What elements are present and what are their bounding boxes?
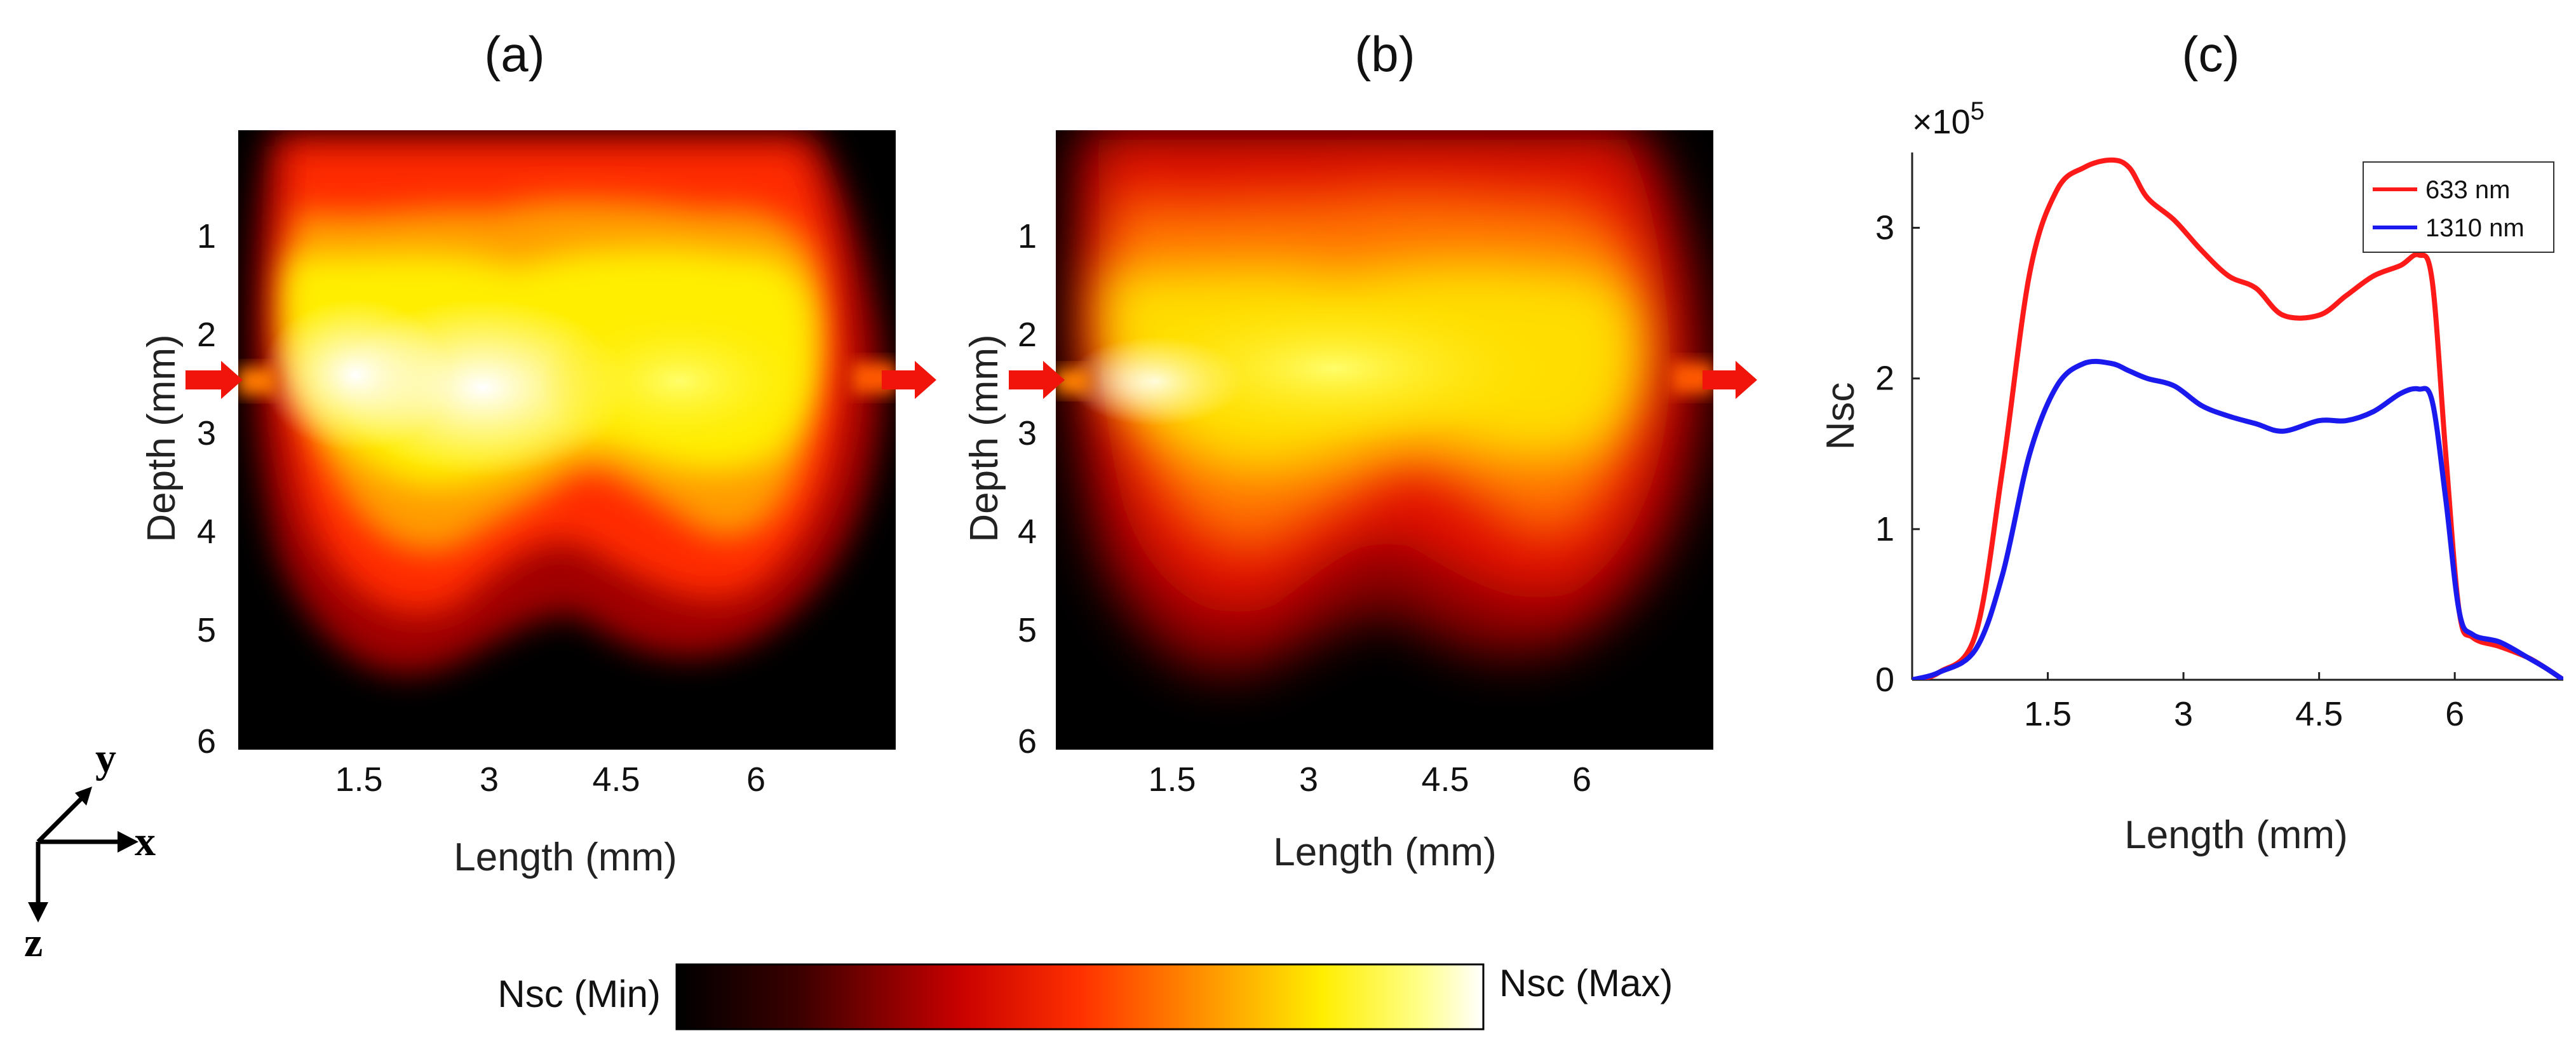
ytick-label: 2 — [1018, 316, 1037, 354]
panel-b: (b) 1 2 3 4 5 6 1.5 3 4.5 6 Length (mm) — [962, 26, 1757, 874]
xtick-label: 6 — [746, 760, 765, 799]
panel-a-title: (a) — [484, 26, 544, 82]
chart-xtick-label: 6 — [2445, 695, 2464, 733]
chart-xtick-label: 4.5 — [2295, 695, 2343, 733]
y-axis-arrow-icon — [75, 787, 92, 806]
chart-ytick-label: 3 — [1875, 209, 1894, 247]
heatmap-b-xlabel: Length (mm) — [1273, 830, 1496, 874]
chart-xlabel: Length (mm) — [2124, 813, 2347, 857]
xtick-label: 3 — [480, 760, 499, 799]
z-axis-arrow-icon — [28, 902, 48, 922]
axis-z-label: z — [24, 919, 43, 966]
ytick-label: 4 — [1018, 513, 1037, 551]
ytick-label: 5 — [197, 611, 216, 649]
axes-indicator: x y z — [24, 735, 156, 966]
heatmap-b-xticks: 1.5 3 4.5 6 — [1148, 760, 1591, 799]
xtick-label: 4.5 — [1421, 760, 1469, 799]
heatmap-a-ylabel: Depth (mm) — [140, 334, 184, 542]
beam-in-arrow-icon — [1009, 361, 1065, 399]
ytick-label: 3 — [1018, 414, 1037, 452]
legend-label-1310: 1310 nm — [2425, 214, 2525, 242]
axis-x-label: x — [135, 818, 156, 865]
beam-in-arrow-icon — [185, 361, 243, 399]
heatmap-b-image — [1056, 130, 1713, 750]
chart-exponent-label: ×105 — [1912, 97, 1985, 141]
line-chart: (c) ×105 1.5 3 4.5 6 0 1 2 3 Length (mm) Nsc 63… — [1819, 26, 2563, 857]
chart-legend: 633 nm 1310 nm — [2363, 161, 2554, 253]
ytick-label: 6 — [1018, 722, 1037, 760]
ytick-label: 1 — [1018, 217, 1037, 255]
axis-y-label: y — [95, 735, 116, 781]
y-axis-arrow-icon — [36, 795, 84, 844]
x-axis-arrow-icon — [118, 831, 138, 853]
xtick-label: 4.5 — [592, 760, 640, 799]
xtick-label: 6 — [1572, 760, 1591, 799]
chart-ytick-label: 1 — [1875, 510, 1894, 548]
beam-out-arrow-icon — [882, 361, 936, 399]
colorbar-gradient — [675, 963, 1485, 1030]
ytick-label: 4 — [197, 513, 216, 551]
chart-ytick-label: 0 — [1875, 661, 1894, 699]
heatmap-a-image — [238, 130, 896, 750]
ytick-label: 5 — [1018, 611, 1037, 649]
chart-ticks: 1.5 3 4.5 6 0 1 2 3 — [1875, 209, 2464, 733]
chart-ylabel: Nsc — [1819, 382, 1863, 450]
colorbar: Nsc (Min) Nsc (Max) — [497, 962, 1673, 1030]
heatmap-b-yticks: 1 2 3 4 5 6 — [1018, 217, 1037, 760]
panel-b-title: (b) — [1354, 26, 1415, 82]
ytick-label: 2 — [197, 316, 216, 354]
colorbar-max-label: Nsc (Max) — [1499, 962, 1673, 1004]
heatmap-b-ylabel: Depth (mm) — [962, 334, 1006, 542]
xtick-label: 1.5 — [335, 760, 382, 799]
series-line-1310-nm — [1912, 358, 2563, 680]
colorbar-min-label: Nsc (Min) — [497, 973, 661, 1015]
ytick-label: 3 — [197, 414, 216, 452]
xtick-label: 3 — [1299, 760, 1318, 799]
ytick-label: 1 — [197, 217, 216, 255]
chart-xtick-label: 3 — [2174, 695, 2193, 733]
panel-a: (a) 1 2 3 4 5 6 1.5 3 4.5 6 — [140, 26, 936, 879]
legend-label-633: 633 nm — [2425, 176, 2510, 204]
heatmap-a-xlabel: Length (mm) — [454, 835, 677, 879]
beam-out-arrow-icon — [1703, 361, 1757, 399]
heatmap-a-xticks: 1.5 3 4.5 6 — [335, 760, 765, 799]
chart-ytick-label: 2 — [1875, 360, 1894, 398]
chart-xtick-label: 1.5 — [2024, 695, 2072, 733]
chart-title: (c) — [2182, 26, 2240, 82]
xtick-label: 1.5 — [1148, 760, 1196, 799]
legend-box — [2363, 161, 2554, 253]
ytick-label: 6 — [197, 722, 216, 760]
chart-lines — [1912, 157, 2563, 680]
heatmap-a-yticks: 1 2 3 4 5 6 — [197, 217, 216, 760]
